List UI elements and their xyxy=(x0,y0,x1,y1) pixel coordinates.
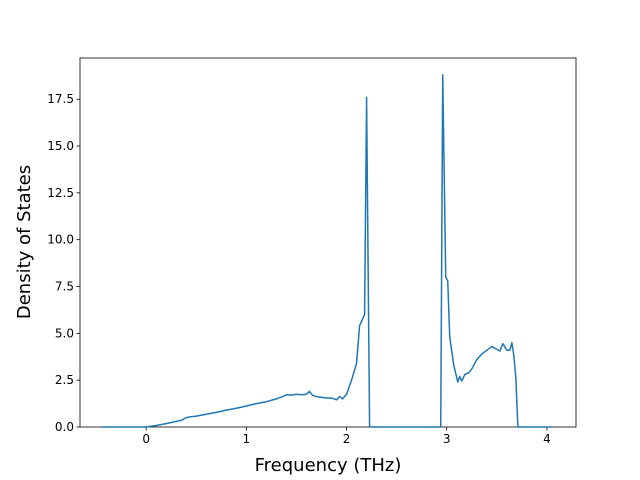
x-tick-label: 4 xyxy=(543,432,551,446)
x-tick-label: 3 xyxy=(443,432,451,446)
y-tick-label: 12.5 xyxy=(47,186,74,200)
y-tick-label: 2.5 xyxy=(55,373,74,387)
x-tick-label: 0 xyxy=(142,432,150,446)
y-axis-label: Density of States xyxy=(14,165,35,319)
x-tick-label: 2 xyxy=(343,432,351,446)
y-tick-label: 0.0 xyxy=(55,420,74,434)
y-tick-label: 5.0 xyxy=(55,326,74,340)
y-tick-label: 10.0 xyxy=(47,233,74,247)
x-axis-label: Frequency (THz) xyxy=(255,455,402,476)
y-tick-label: 15.0 xyxy=(47,139,74,153)
x-tick-label: 1 xyxy=(243,432,251,446)
axes-frame xyxy=(79,57,577,428)
y-tick-label: 7.5 xyxy=(55,280,74,294)
y-tick-label: 17.5 xyxy=(47,92,74,106)
line-series xyxy=(102,74,552,428)
